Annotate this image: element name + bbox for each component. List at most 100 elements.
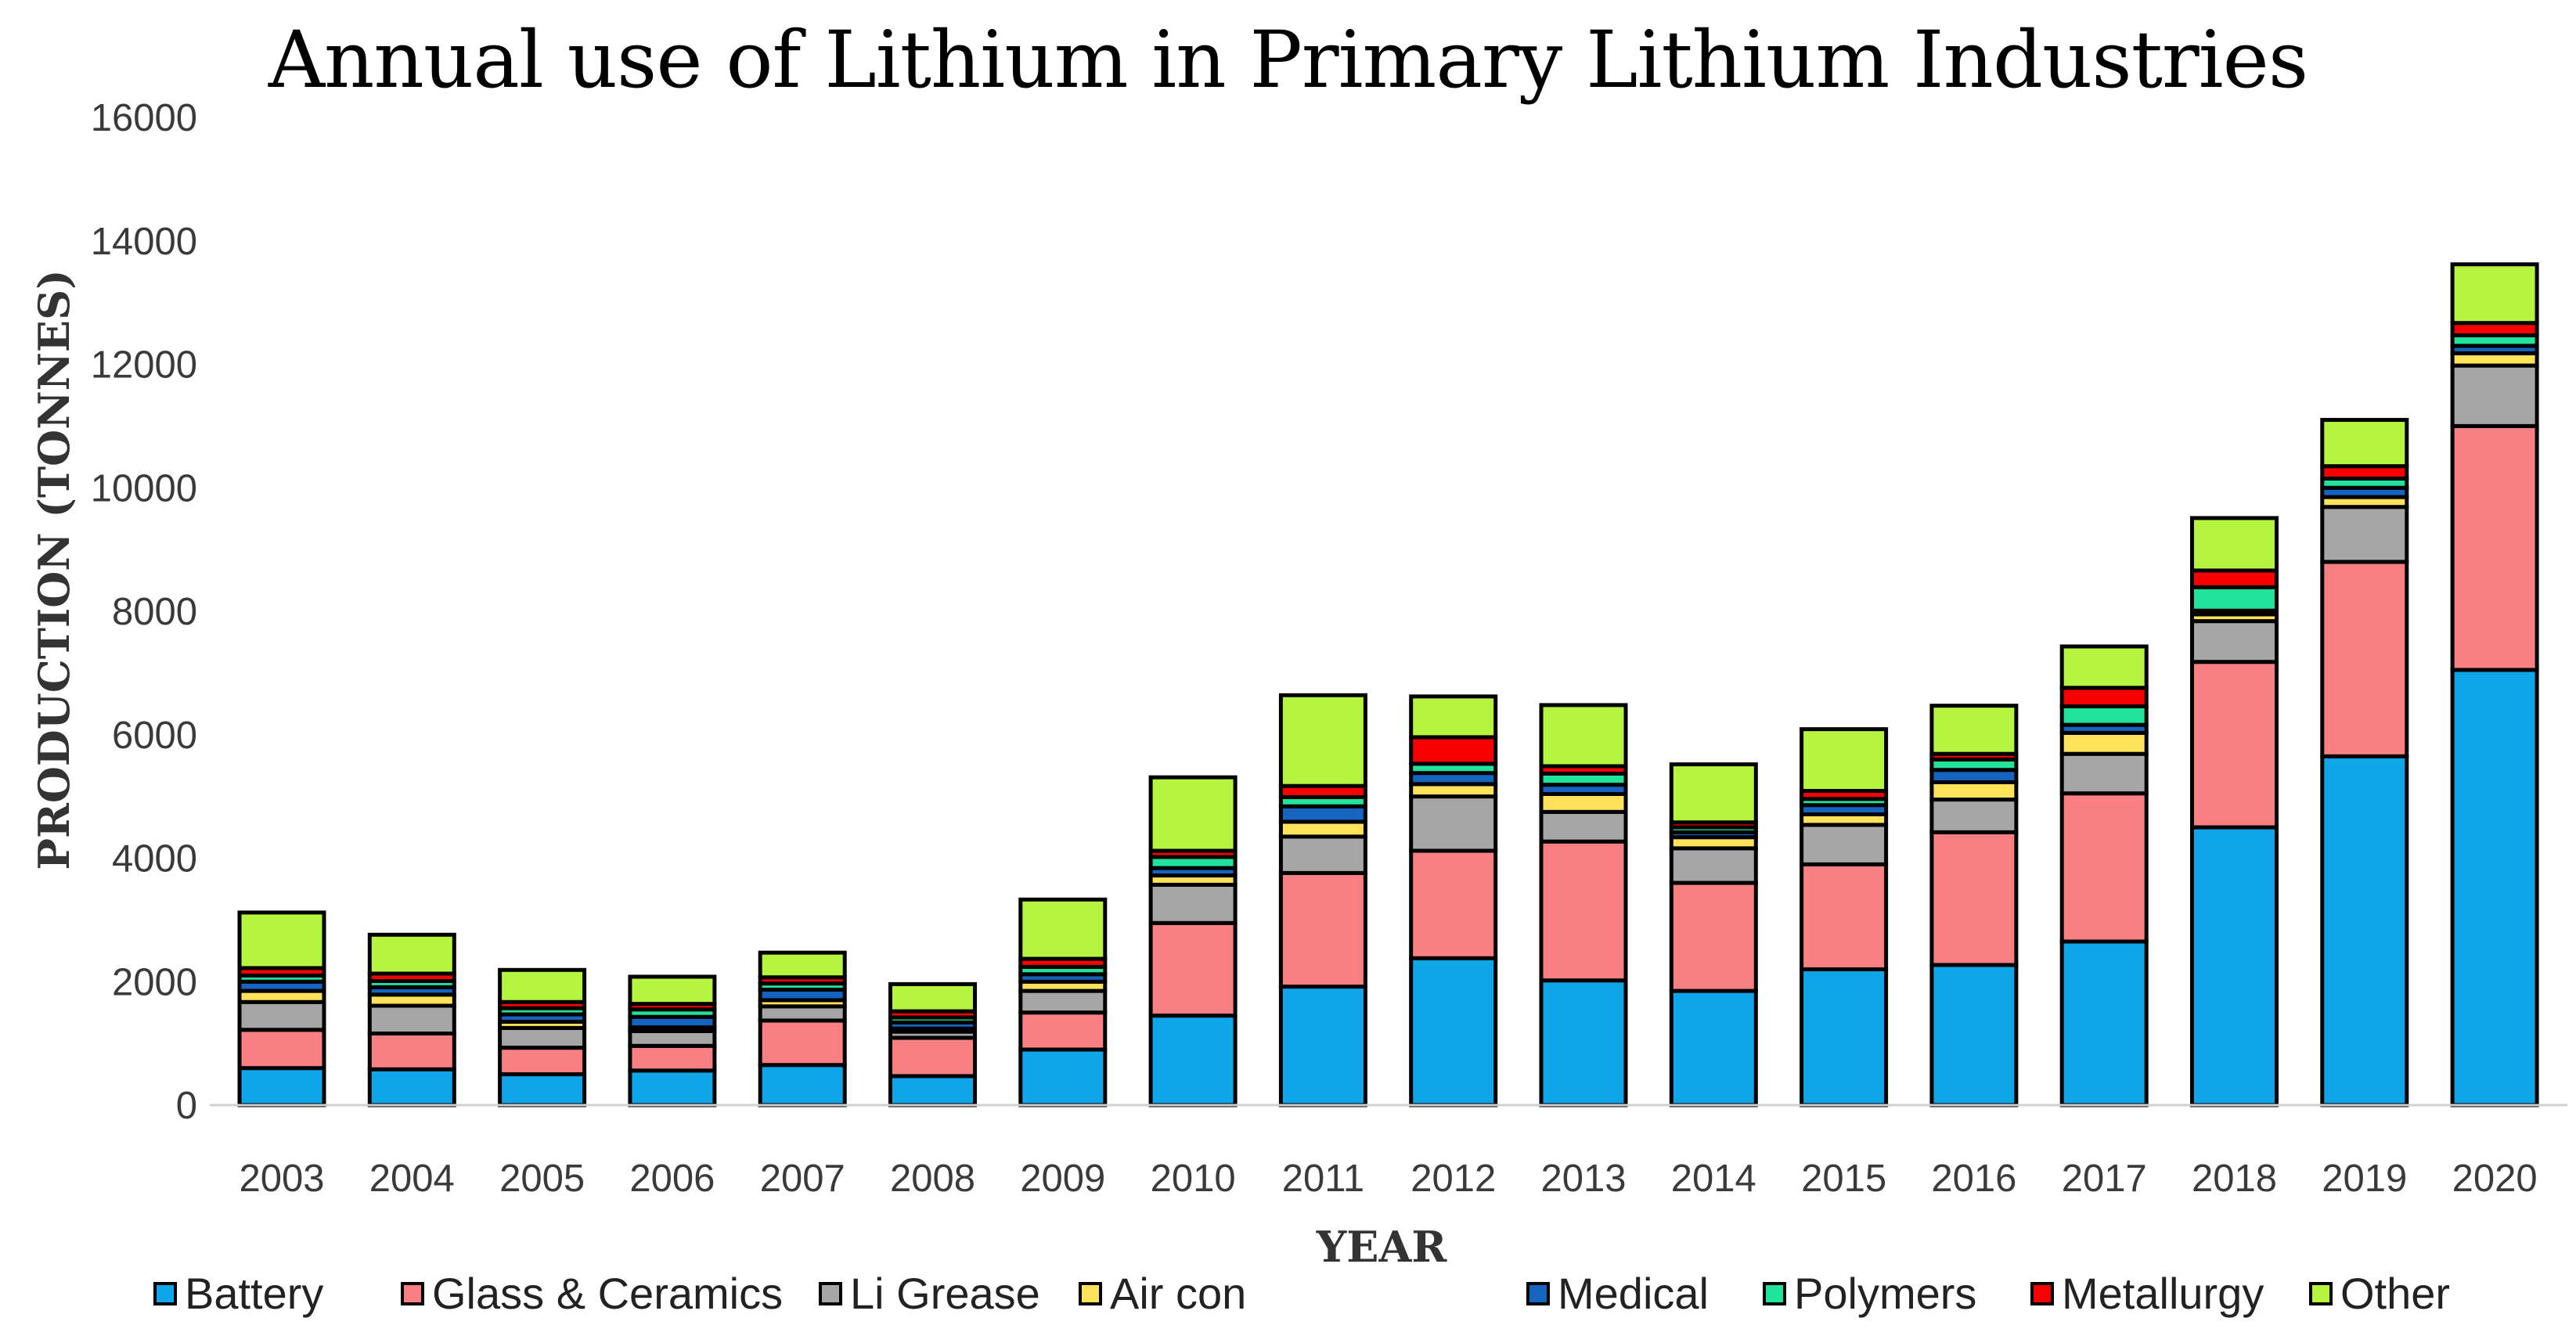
x-tick-label: 2016 [1931, 1158, 2016, 1200]
chart-legend: Battery Glass & Ceramics Li Grease Air c… [0, 1268, 2576, 1331]
bar-stack-2011 [1278, 693, 1367, 1107]
bar-stack-2005 [498, 967, 587, 1107]
x-tick-label: 2009 [1020, 1158, 1105, 1200]
bar-segment-battery-2004 [367, 1067, 456, 1107]
legend-label-other: Other [2340, 1269, 2451, 1318]
legend-item-li-grease: Li Grease [819, 1268, 1040, 1319]
bar-segment-glass-ceramics-2008 [888, 1035, 977, 1079]
legend-swatch-li-grease [819, 1281, 842, 1305]
bar-segment-other-2020 [2450, 262, 2539, 326]
y-tick-label: 0 [176, 1085, 197, 1127]
bar-segment-battery-2016 [1929, 963, 2019, 1107]
x-tick-label: 2013 [1540, 1158, 1626, 1200]
y-tick-label: 8000 [112, 591, 197, 633]
bar-segment-li-grease-2006 [628, 1028, 717, 1048]
bar-segment-other-2007 [758, 950, 847, 980]
x-tick-label: 2010 [1151, 1158, 1236, 1200]
x-tick-label: 2018 [2192, 1158, 2277, 1200]
x-tick-label: 2006 [629, 1158, 715, 1200]
legend-item-metallurgy: Metallurgy [2030, 1268, 2264, 1319]
bar-stack-2008 [888, 981, 977, 1107]
bar-stack-2017 [2059, 644, 2149, 1107]
bar-segment-battery-2006 [628, 1068, 717, 1107]
bar-stack-2004 [367, 932, 456, 1107]
legend-swatch-battery [153, 1281, 177, 1305]
bar-stack-2007 [758, 950, 847, 1107]
x-tick-label: 2003 [239, 1158, 324, 1200]
y-tick-label: 16000 [91, 97, 197, 139]
bar-segment-other-2017 [2059, 644, 2149, 690]
bar-segment-glass-ceramics-2019 [2320, 560, 2409, 758]
x-tick-label: 2011 [1282, 1158, 1364, 1200]
bar-segment-battery-2017 [2059, 939, 2149, 1107]
legend-swatch-air-con [1079, 1281, 1102, 1305]
bar-segment-battery-2013 [1539, 978, 1628, 1107]
bar-segment-glass-ceramics-2014 [1669, 880, 1758, 993]
bar-stack-2019 [2320, 417, 2409, 1107]
bar-segment-glass-ceramics-2003 [237, 1028, 326, 1071]
y-tick-label: 2000 [112, 961, 197, 1003]
bar-segment-li-grease-2014 [1669, 846, 1758, 885]
bar-segment-li-grease-2013 [1539, 809, 1628, 844]
bar-segment-li-grease-2009 [1018, 988, 1108, 1015]
bar-stack-2006 [628, 974, 717, 1107]
bar-segment-polymers-2018 [2190, 585, 2279, 613]
bar-segment-li-grease-2019 [2320, 505, 2409, 564]
x-axis-tick-labels: 2003 2004 2005 2006 2007 2008 2009 2010 2011 2012… [239, 1158, 2537, 1200]
bar-segment-other-2008 [888, 981, 977, 1014]
bar-segment-metallurgy-2018 [2190, 568, 2279, 589]
bar-stack-2014 [1669, 762, 1758, 1107]
bar-segment-glass-ceramics-2012 [1409, 848, 1498, 960]
bar-segment-glass-ceramics-2010 [1148, 920, 1238, 1018]
bar-segment-polymers-2017 [2059, 704, 2149, 727]
bar-segment-battery-2011 [1278, 985, 1367, 1107]
y-axis-title: PRODUCTION (TONNES) [29, 269, 79, 870]
bar-segment-metallurgy-2017 [2059, 686, 2149, 708]
legend-swatch-other [2309, 1281, 2333, 1305]
bar-segment-li-grease-2007 [758, 1004, 847, 1023]
bar-segment-air-con-2017 [2059, 730, 2149, 756]
legend-label-air-con: Air con [1110, 1269, 1247, 1318]
bar-segment-li-grease-2020 [2450, 363, 2539, 428]
bar-segment-li-grease-2010 [1148, 882, 1238, 925]
bar-stack-2018 [2190, 516, 2279, 1107]
legend-swatch-glass-ceramics [401, 1281, 424, 1305]
bar-segment-battery-2003 [237, 1066, 326, 1107]
bar-segment-battery-2005 [498, 1072, 587, 1107]
bar-segment-li-grease-2017 [2059, 751, 2149, 796]
bar-stack-2015 [1800, 727, 1889, 1107]
x-tick-label: 2005 [499, 1158, 585, 1200]
bar-segment-other-2019 [2320, 417, 2409, 469]
bar-segment-glass-ceramics-2007 [758, 1018, 847, 1068]
bar-segment-li-grease-2005 [498, 1025, 587, 1050]
bar-segment-battery-2009 [1018, 1047, 1108, 1107]
bar-segment-glass-ceramics-2016 [1929, 830, 2019, 967]
bar-segment-air-con-2013 [1539, 791, 1628, 814]
bar-stack-2013 [1539, 703, 1628, 1107]
bar-stack-2003 [237, 910, 326, 1107]
bar-segment-li-grease-2015 [1800, 823, 1889, 866]
bar-segment-battery-2007 [758, 1063, 847, 1107]
legend-label-medical: Medical [1558, 1269, 1709, 1318]
bar-segment-li-grease-2004 [367, 1003, 456, 1036]
bar-segment-glass-ceramics-2015 [1800, 862, 1889, 971]
bar-segment-other-2004 [367, 932, 456, 976]
x-tick-label: 2008 [890, 1158, 975, 1200]
bar-segment-other-2003 [237, 910, 326, 970]
bar-segment-other-2018 [2190, 516, 2279, 573]
bar-stack-2016 [1929, 704, 2019, 1107]
bar-segment-other-2010 [1148, 775, 1238, 853]
bar-segment-other-2009 [1018, 897, 1108, 961]
x-tick-label: 2015 [1801, 1158, 1886, 1200]
bar-segment-glass-ceramics-2020 [2450, 423, 2539, 672]
bar-segment-other-2006 [628, 974, 717, 1007]
bar-segment-battery-2008 [888, 1074, 977, 1107]
bar-segment-other-2012 [1409, 694, 1498, 740]
bar-segment-medical-2011 [1278, 804, 1367, 824]
bar-segment-glass-ceramics-2017 [2059, 791, 2149, 944]
y-tick-label: 6000 [112, 715, 197, 757]
bar-segment-other-2005 [498, 967, 587, 1004]
legend-swatch-polymers [1763, 1281, 1786, 1305]
bar-segment-li-grease-2016 [1929, 798, 2019, 834]
legend-item-polymers: Polymers [1763, 1268, 1976, 1319]
